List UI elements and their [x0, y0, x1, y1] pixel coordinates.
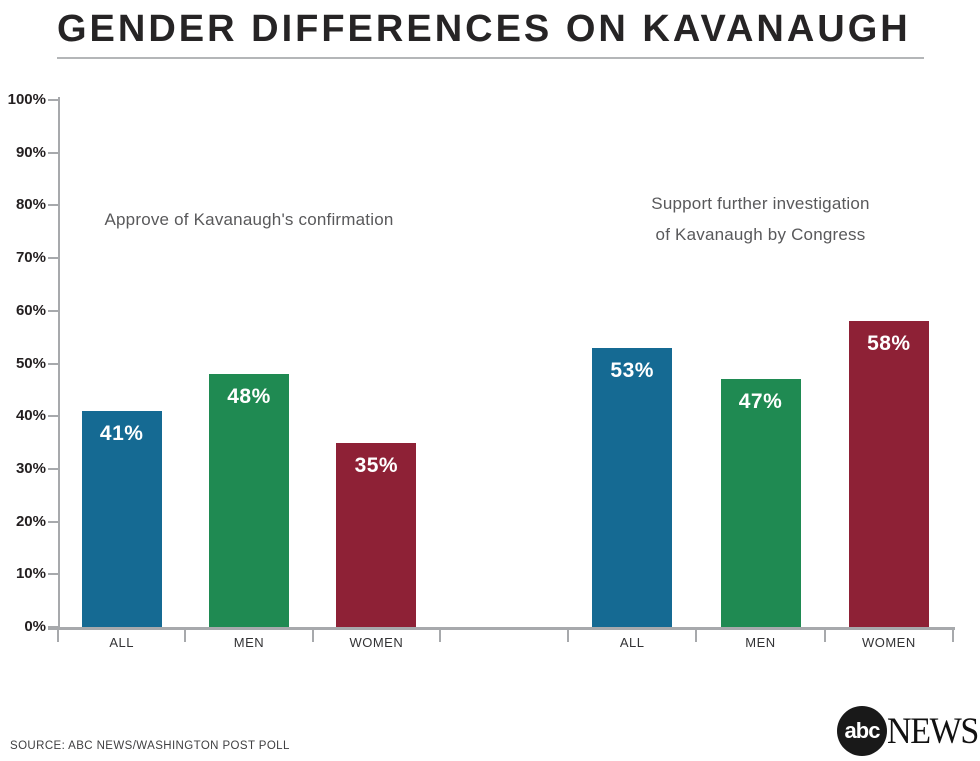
- bar-value-label: 35%: [354, 453, 399, 477]
- abc-logo-circle-icon: abc: [837, 706, 887, 756]
- bar-all-group1: 41%: [81, 410, 162, 627]
- x-axis-category-label: ALL: [109, 635, 134, 650]
- x-axis-category-label: MEN: [233, 635, 265, 650]
- y-axis-tick: [48, 257, 58, 260]
- title-divider: [57, 57, 924, 59]
- y-axis-tick: [48, 151, 58, 154]
- bar-all-group2: 53%: [592, 347, 673, 627]
- group-annotation-line: of Kavanaugh by Congress: [655, 225, 866, 244]
- bar-value-label: 47%: [738, 390, 783, 414]
- bar-value-label: 41%: [99, 421, 144, 445]
- y-axis-tick-label: 0%: [24, 618, 46, 635]
- x-axis-category-label: MEN: [745, 635, 776, 650]
- bar-value-label: 58%: [867, 332, 911, 356]
- chart-title: GENDER DIFFERENCES ON KAVANAUGH: [57, 8, 911, 50]
- x-axis-tick: [567, 630, 569, 642]
- y-axis-tick-label: 50%: [15, 354, 46, 372]
- y-axis-tick-label: 80%: [15, 196, 46, 214]
- y-axis-tick-label: 40%: [15, 407, 46, 425]
- news-logo-text: NEWS: [887, 711, 979, 752]
- x-axis-tick: [57, 630, 59, 642]
- x-axis-category-label: WOMEN: [349, 635, 404, 650]
- y-axis-tick-label: 100%: [7, 91, 46, 108]
- y-axis-tick-label: 10%: [15, 565, 46, 583]
- y-axis-tick-label: 60%: [15, 301, 46, 319]
- y-axis-tick: [48, 520, 58, 523]
- y-axis-tick-label: 30%: [15, 459, 46, 477]
- y-axis-tick-label: 70%: [15, 249, 46, 267]
- x-axis-tick: [695, 630, 698, 642]
- x-axis-tick: [823, 630, 826, 642]
- y-axis-tick: [48, 415, 58, 418]
- y-axis-tick: [48, 99, 58, 101]
- x-axis-tick: [439, 630, 441, 642]
- x-axis-tick: [952, 630, 954, 642]
- x-axis-category-label: ALL: [619, 635, 645, 650]
- y-axis-tick-label: 20%: [15, 512, 46, 530]
- group-annotation: Approve of Kavanaugh's confirmation: [29, 204, 469, 235]
- bar-women-group1: 35%: [336, 442, 417, 627]
- y-axis-tick: [48, 626, 58, 628]
- bar-women-group2: 58%: [848, 321, 929, 627]
- bar-men-group1: 48%: [209, 374, 289, 627]
- bar-men-group2: 47%: [720, 379, 801, 627]
- group-annotation-line: Support further investigation: [651, 194, 870, 213]
- y-axis-tick: [48, 573, 58, 576]
- x-axis-category-label: WOMEN: [861, 635, 916, 650]
- bar-value-label: 53%: [610, 358, 654, 382]
- x-axis-tick: [311, 630, 314, 642]
- y-axis-tick: [48, 309, 58, 312]
- group-annotation-line: Approve of Kavanaugh's confirmation: [104, 210, 394, 229]
- y-axis-tick: [48, 467, 58, 470]
- y-axis-tick: [48, 204, 58, 207]
- x-axis-line: [48, 627, 955, 630]
- group-annotation: Support further investigation of Kavanaug…: [541, 188, 980, 250]
- source-credit: SOURCE: ABC NEWS/WASHINGTON POST POLL: [10, 740, 290, 752]
- y-axis-line: [58, 97, 60, 629]
- bar-value-label: 48%: [227, 385, 271, 409]
- x-axis-tick: [184, 630, 187, 642]
- y-axis-tick: [48, 362, 58, 365]
- y-axis-tick-label: 90%: [15, 143, 46, 161]
- abc-logo-text: abc: [844, 718, 881, 743]
